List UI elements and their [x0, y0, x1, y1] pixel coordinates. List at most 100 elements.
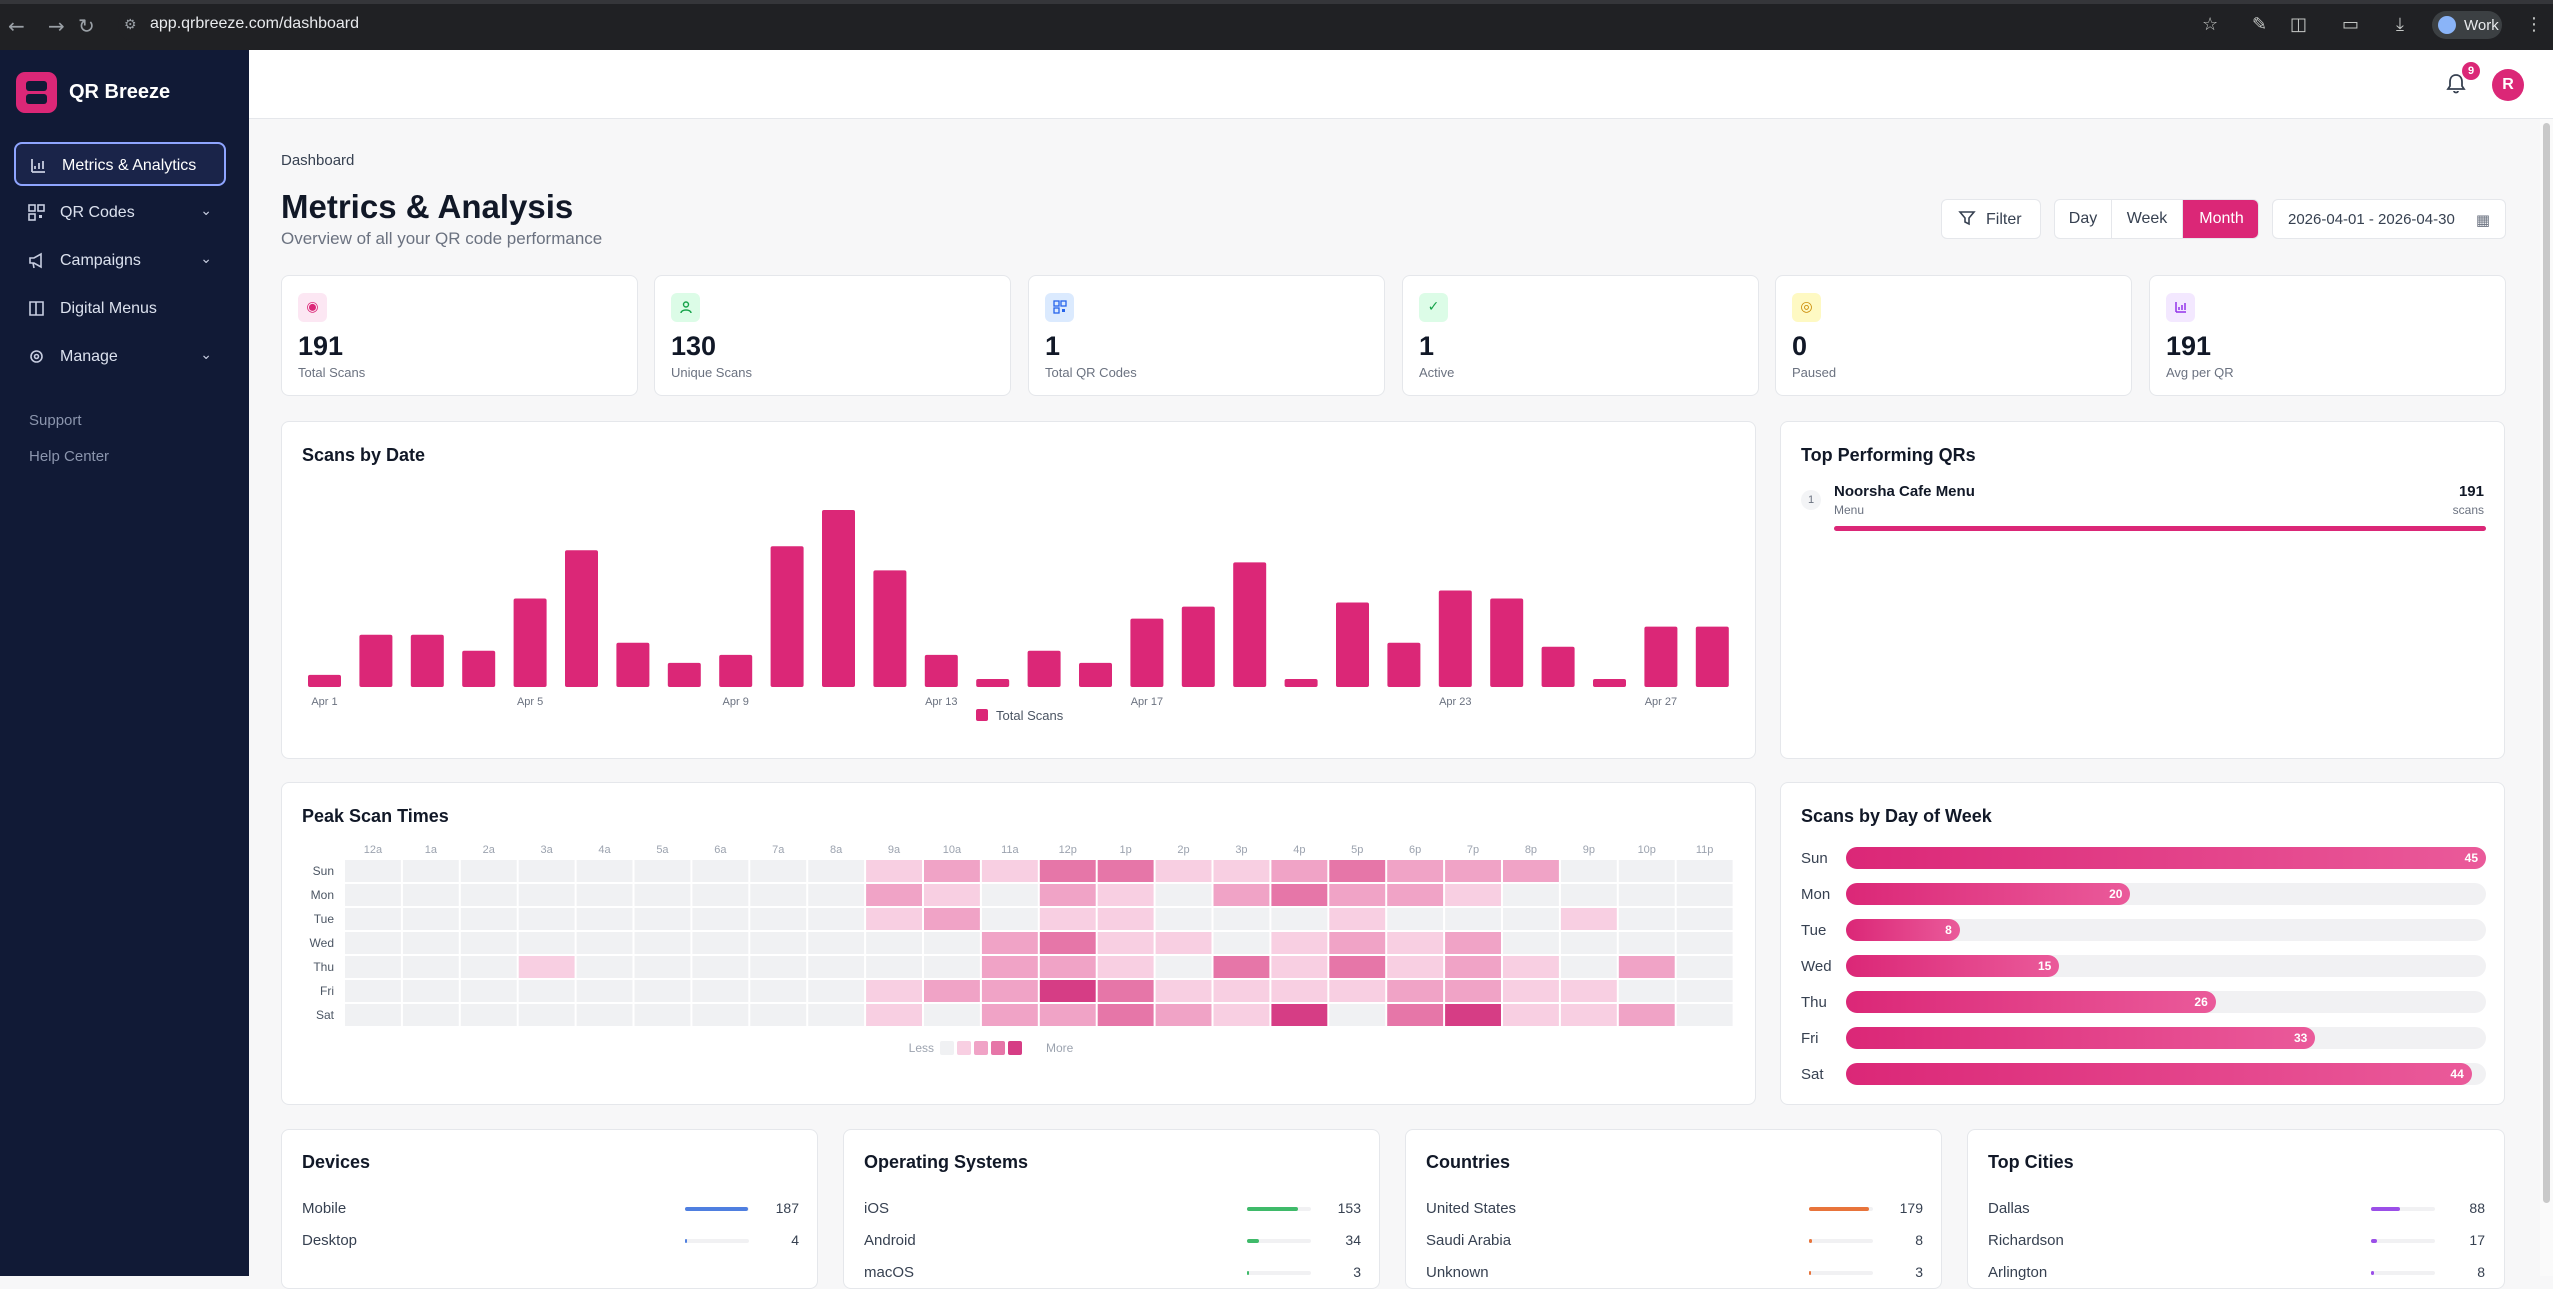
heatmap-cell[interactable]: [924, 956, 980, 978]
heatmap-cell[interactable]: [402, 932, 459, 954]
heatmap-cell[interactable]: [1503, 932, 1559, 954]
date-bar[interactable]: [1233, 562, 1267, 687]
heatmap-cell[interactable]: [402, 908, 459, 930]
heatmap-cell[interactable]: [692, 860, 749, 882]
heatmap-cell[interactable]: [866, 956, 922, 978]
help-center-link[interactable]: Help Center: [29, 448, 110, 465]
heatmap-cell[interactable]: [518, 932, 575, 954]
list-item[interactable]: Android 34: [864, 1232, 1361, 1252]
heatmap-cell[interactable]: [1387, 956, 1444, 978]
sidebar-item-qr-codes[interactable]: QR Codes ⌄: [14, 191, 226, 235]
heatmap-cell[interactable]: [1213, 932, 1270, 954]
date-bar[interactable]: [873, 570, 907, 687]
sidebar-item-manage[interactable]: Manage ⌄: [14, 335, 226, 379]
date-bar[interactable]: [976, 678, 1010, 687]
date-bar[interactable]: [1027, 650, 1061, 687]
heatmap-cell[interactable]: [924, 1004, 980, 1026]
notification-bell-icon[interactable]: [2446, 73, 2470, 97]
heatmap-cell[interactable]: [750, 932, 807, 954]
extensions-icon[interactable]: ◫: [2290, 14, 2308, 35]
heatmap-cell[interactable]: [345, 860, 401, 882]
heatmap-cell[interactable]: [981, 980, 1038, 1002]
heatmap-cell[interactable]: [1329, 956, 1386, 978]
heatmap-cell[interactable]: [924, 884, 980, 906]
heatmap-cell[interactable]: [1155, 956, 1212, 978]
list-item[interactable]: iOS 153: [864, 1200, 1361, 1220]
page-scrollbar[interactable]: [2540, 119, 2553, 1276]
breadcrumb[interactable]: Dashboard: [281, 152, 355, 169]
date-bar[interactable]: [822, 510, 855, 687]
heatmap-cell[interactable]: [1097, 884, 1154, 906]
heatmap-cell[interactable]: [750, 1004, 807, 1026]
heatmap-cell[interactable]: [1213, 884, 1270, 906]
heatmap-cell[interactable]: [1387, 884, 1444, 906]
heatmap-cell[interactable]: [1329, 884, 1386, 906]
heatmap-cell[interactable]: [576, 884, 633, 906]
heatmap-cell[interactable]: [1445, 860, 1501, 882]
heatmap-cell[interactable]: [1155, 908, 1212, 930]
list-item[interactable]: Arlington 8: [1988, 1264, 2485, 1284]
heatmap-cell[interactable]: [576, 932, 633, 954]
heatmap-cell[interactable]: [924, 932, 980, 954]
heatmap-cell[interactable]: [402, 1004, 459, 1026]
date-bar[interactable]: [616, 642, 650, 687]
heatmap-cell[interactable]: [1097, 956, 1154, 978]
heatmap-cell[interactable]: [634, 956, 691, 978]
heatmap-cell[interactable]: [576, 956, 633, 978]
pen-icon[interactable]: ✎: [2252, 14, 2268, 35]
heatmap-cell[interactable]: [1560, 932, 1617, 954]
address-bar[interactable]: [118, 8, 2208, 42]
list-item[interactable]: Mobile 187: [302, 1200, 799, 1220]
heatmap-cell[interactable]: [1387, 932, 1444, 954]
day-bar-row[interactable]: Fri 33: [1801, 1027, 2486, 1049]
heatmap-cell[interactable]: [1271, 956, 1328, 978]
date-bar[interactable]: [667, 662, 701, 687]
heatmap-cell[interactable]: [460, 932, 517, 954]
date-bar[interactable]: [1593, 678, 1626, 687]
day-bar-row[interactable]: Thu 26: [1801, 991, 2486, 1013]
heatmap-cell[interactable]: [1676, 884, 1733, 906]
heatmap-cell[interactable]: [1329, 932, 1386, 954]
heatmap-cell[interactable]: [460, 860, 517, 882]
heatmap-cell[interactable]: [1039, 980, 1096, 1002]
heatmap-cell[interactable]: [518, 860, 575, 882]
heatmap-cell[interactable]: [634, 1004, 691, 1026]
heatmap-cell[interactable]: [1676, 932, 1733, 954]
heatmap-cell[interactable]: [866, 860, 922, 882]
heatmap-cell[interactable]: [1618, 956, 1675, 978]
date-range-picker[interactable]: 2026-04-01 - 2026-04-30 ▦: [2272, 199, 2506, 239]
list-item[interactable]: Desktop 4: [302, 1232, 799, 1252]
heatmap-cell[interactable]: [518, 956, 575, 978]
heatmap-cell[interactable]: [518, 980, 575, 1002]
heatmap-cell[interactable]: [402, 884, 459, 906]
period-month-button[interactable]: Month: [2183, 200, 2258, 238]
bookmark-star-icon[interactable]: ☆: [2202, 14, 2219, 35]
heatmap-cell[interactable]: [576, 860, 633, 882]
heatmap-cell[interactable]: [866, 884, 922, 906]
heatmap-cell[interactable]: [981, 1004, 1038, 1026]
heatmap-cell[interactable]: [345, 884, 401, 906]
heatmap-cell[interactable]: [1039, 908, 1096, 930]
day-bar-row[interactable]: Sat 44: [1801, 1063, 2486, 1085]
heatmap-cell[interactable]: [1213, 860, 1270, 882]
sidebar-item-metrics[interactable]: Metrics & Analytics: [14, 142, 226, 186]
list-item[interactable]: Dallas 88: [1988, 1200, 2485, 1220]
heatmap-cell[interactable]: [981, 860, 1038, 882]
date-bar[interactable]: [1644, 626, 1678, 687]
heatmap-cell[interactable]: [1039, 932, 1096, 954]
date-bar[interactable]: [410, 634, 444, 687]
heatmap-cell[interactable]: [1039, 884, 1096, 906]
heatmap-cell[interactable]: [808, 980, 865, 1002]
date-bar[interactable]: [1490, 598, 1524, 687]
heatmap-cell[interactable]: [1155, 980, 1212, 1002]
heatmap-cell[interactable]: [402, 956, 459, 978]
heatmap-cell[interactable]: [866, 1004, 922, 1026]
date-bar[interactable]: [1541, 646, 1575, 687]
heatmap-cell[interactable]: [1387, 1004, 1444, 1026]
heatmap-cell[interactable]: [460, 980, 517, 1002]
heatmap-cell[interactable]: [1445, 980, 1501, 1002]
heatmap-cell[interactable]: [1503, 956, 1559, 978]
heatmap-cell[interactable]: [1155, 884, 1212, 906]
heatmap-cell[interactable]: [1676, 956, 1733, 978]
date-bar[interactable]: [770, 546, 804, 687]
